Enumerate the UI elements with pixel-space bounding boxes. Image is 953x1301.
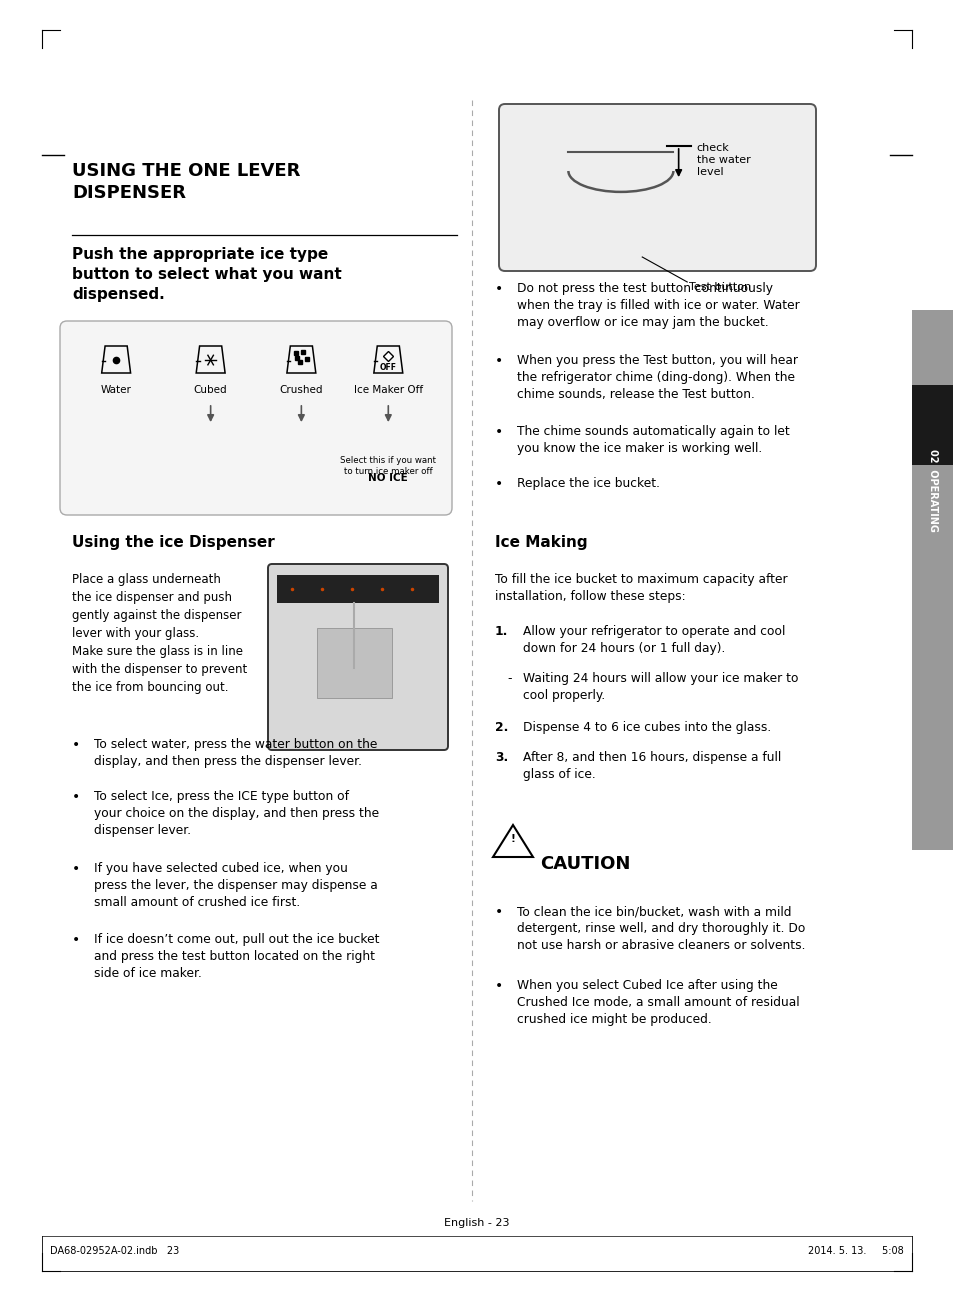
Text: When you select Cubed Ice after using the
Crushed Ice mode, a small amount of re: When you select Cubed Ice after using th… (517, 978, 799, 1026)
Bar (911, 310, 953, 630)
FancyBboxPatch shape (498, 104, 815, 271)
Text: Test button: Test button (688, 282, 751, 291)
Text: English - 23: English - 23 (444, 1218, 509, 1228)
Text: 2014. 5. 13.     5:08: 2014. 5. 13. 5:08 (807, 1246, 903, 1255)
Text: •: • (71, 738, 80, 752)
Text: Replace the ice bucket.: Replace the ice bucket. (517, 477, 659, 490)
Text: Select this if you want
to turn ice maker off: Select this if you want to turn ice make… (340, 455, 436, 476)
Text: Crushed: Crushed (279, 385, 323, 396)
Text: To select Ice, press the ICE type button of
your choice on the display, and then: To select Ice, press the ICE type button… (94, 790, 378, 838)
Bar (316, 628, 392, 699)
Text: NO ICE: NO ICE (368, 474, 408, 483)
FancyBboxPatch shape (268, 565, 448, 749)
Text: •: • (495, 354, 503, 367)
Text: -: - (506, 673, 511, 686)
Text: Dispense 4 to 6 ice cubes into the glass.: Dispense 4 to 6 ice cubes into the glass… (522, 721, 770, 734)
Text: Do not press the test button continuously
when the tray is filled with ice or wa: Do not press the test button continuousl… (517, 282, 799, 329)
Text: If you have selected cubed ice, when you
press the lever, the dispenser may disp: If you have selected cubed ice, when you… (94, 861, 377, 909)
Text: CAUTION: CAUTION (539, 855, 630, 873)
Text: The chime sounds automatically again to let
you know the ice maker is working we: The chime sounds automatically again to … (517, 425, 789, 455)
Text: Allow your refrigerator to operate and cool
down for 24 hours (or 1 full day).: Allow your refrigerator to operate and c… (522, 624, 784, 656)
Text: Waiting 24 hours will allow your ice maker to
cool properly.: Waiting 24 hours will allow your ice mak… (522, 673, 798, 703)
Text: OFF: OFF (379, 363, 396, 372)
Text: •: • (71, 790, 80, 804)
Text: Ice Making: Ice Making (495, 535, 587, 550)
Text: •: • (495, 477, 503, 490)
Text: 02  OPERATING: 02 OPERATING (927, 449, 937, 531)
Text: To select water, press the water button on the
display, and then press the dispe: To select water, press the water button … (94, 738, 377, 768)
Text: !: ! (510, 834, 515, 844)
Text: DA68-02952A-02.indb   23: DA68-02952A-02.indb 23 (50, 1246, 179, 1255)
Text: Ice Maker Off: Ice Maker Off (354, 385, 422, 396)
Text: •: • (71, 933, 80, 947)
Text: If ice doesn’t come out, pull out the ice bucket
and press the test button locat: If ice doesn’t come out, pull out the ic… (94, 933, 379, 981)
Text: 3.: 3. (495, 751, 508, 764)
Text: •: • (495, 282, 503, 297)
Text: •: • (71, 861, 80, 876)
Bar (911, 630, 953, 850)
Text: After 8, and then 16 hours, dispense a full
glass of ice.: After 8, and then 16 hours, dispense a f… (522, 751, 781, 781)
Text: •: • (495, 425, 503, 438)
Text: check
the water
level: check the water level (696, 143, 750, 177)
Bar (276, 575, 438, 602)
Text: USING THE ONE LEVER
DISPENSER: USING THE ONE LEVER DISPENSER (71, 163, 300, 202)
Bar (911, 385, 953, 464)
Text: Place a glass underneath
the ice dispenser and push
gently against the dispenser: Place a glass underneath the ice dispens… (71, 572, 247, 693)
Text: 2.: 2. (495, 721, 508, 734)
Text: To clean the ice bin/bucket, wash with a mild
detergent, rinse well, and dry tho: To clean the ice bin/bucket, wash with a… (517, 905, 804, 952)
Text: When you press the Test button, you will hear
the refrigerator chime (ding-dong): When you press the Test button, you will… (517, 354, 797, 401)
Text: Cubed: Cubed (193, 385, 227, 396)
Text: •: • (495, 978, 503, 993)
Text: 1.: 1. (495, 624, 508, 637)
Text: Water: Water (101, 385, 132, 396)
Text: To fill the ice bucket to maximum capacity after
installation, follow these step: To fill the ice bucket to maximum capaci… (495, 572, 787, 604)
Text: Using the ice Dispenser: Using the ice Dispenser (71, 535, 274, 550)
FancyBboxPatch shape (60, 321, 452, 515)
Text: •: • (495, 905, 503, 919)
Text: Push the appropriate ice type
button to select what you want
dispensed.: Push the appropriate ice type button to … (71, 247, 341, 302)
